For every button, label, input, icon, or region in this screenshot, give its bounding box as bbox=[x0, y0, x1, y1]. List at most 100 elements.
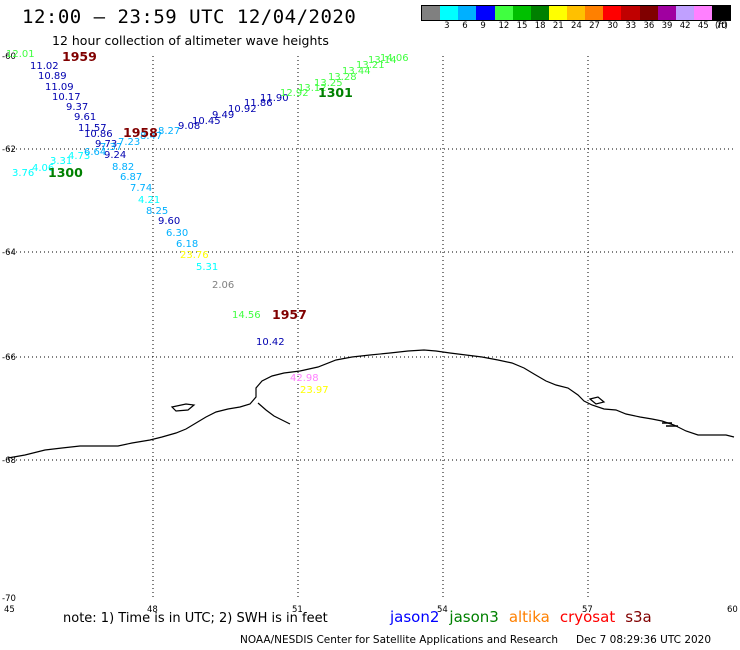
wave-height-label: 13.14 bbox=[368, 55, 397, 66]
wave-height-label: 8.82 bbox=[112, 162, 134, 173]
wave-height-label: 11.90 bbox=[260, 93, 289, 104]
wave-height-label: 9.73 bbox=[95, 139, 117, 150]
credit-line: NOAA/NESDIS Center for Satellite Applica… bbox=[240, 634, 711, 646]
wave-height-label: 12.92 bbox=[280, 88, 309, 99]
legend-label: 30 bbox=[607, 21, 619, 31]
longitude-tick-label: 48 bbox=[147, 605, 158, 615]
pass-time-label: 1300 bbox=[48, 165, 83, 180]
wave-height-label: 8.25 bbox=[146, 206, 168, 217]
longitude-tick-label: 60 bbox=[727, 605, 738, 615]
pass-time-label: 1301 bbox=[318, 85, 353, 100]
wave-height-label: 4.73 bbox=[68, 151, 90, 162]
wave-height-label: 4.21 bbox=[138, 195, 160, 206]
satellite-legend-item: jason3 bbox=[449, 608, 499, 626]
pass-time-label: 1959 bbox=[62, 49, 97, 64]
longitude-tick-label: 45 bbox=[4, 605, 15, 615]
wave-height-label: 7.74 bbox=[130, 183, 152, 194]
legend-swatch bbox=[494, 6, 513, 20]
legend-swatch bbox=[548, 6, 567, 20]
wave-height-label: 3.76 bbox=[12, 168, 34, 179]
wave-height-label: 13.25 bbox=[314, 78, 343, 89]
wave-height-label: 5.31 bbox=[196, 262, 218, 273]
latitude-tick-label: -60 bbox=[2, 52, 16, 62]
legend-swatch bbox=[476, 6, 495, 20]
latitude-tick-label: -62 bbox=[2, 145, 16, 155]
legend-swatch bbox=[567, 6, 586, 20]
pass-time-label: 1958 bbox=[123, 125, 158, 140]
pass-time-label: 1957 bbox=[272, 307, 307, 322]
legend-label: 21 bbox=[552, 21, 564, 31]
legend-unit: (ft) bbox=[715, 21, 728, 31]
legend-swatch bbox=[621, 6, 640, 20]
legend-swatch bbox=[639, 6, 658, 20]
satellite-legend-item: jason2 bbox=[390, 608, 440, 626]
wave-height-label: 7.37 bbox=[100, 142, 122, 153]
latitude-tick-label: -64 bbox=[2, 248, 16, 258]
longitude-tick-label: 51 bbox=[292, 605, 303, 615]
legend-label: 15 bbox=[516, 21, 528, 31]
satellite-legend: jason2 jason3 altika cryosat s3a bbox=[390, 608, 662, 626]
island-outline bbox=[170, 403, 196, 412]
wave-height-label: 9.24 bbox=[104, 150, 126, 161]
coastline bbox=[7, 349, 735, 459]
legend-label: 45 bbox=[697, 21, 709, 31]
pass-time-labels: 1959 1958 1300 1301 1957 bbox=[48, 49, 353, 322]
wave-height-label: 14.06 bbox=[380, 53, 409, 64]
altimeter-tracks: 12.0111.0210.8911.0910.179.379.6111.5710… bbox=[6, 49, 409, 396]
wave-height-label: 13.44 bbox=[342, 66, 371, 77]
wave-height-label: 6.18 bbox=[176, 239, 198, 250]
wave-height-label: 11.09 bbox=[45, 82, 74, 93]
legend-label: 36 bbox=[643, 21, 655, 31]
wave-height-label: 10.89 bbox=[38, 71, 67, 82]
latitude-tick-label: -68 bbox=[2, 456, 16, 466]
wave-height-label: 11.57 bbox=[78, 123, 107, 134]
satellite-legend-item: s3a bbox=[625, 608, 652, 626]
legend-label: 33 bbox=[625, 21, 637, 31]
wave-height-label: 13.12 bbox=[298, 83, 327, 94]
wave-height-label: 6.87 bbox=[120, 172, 142, 183]
wave-height-label: 8.27 bbox=[158, 126, 180, 137]
legend-swatch bbox=[675, 6, 694, 20]
legend-swatch bbox=[603, 6, 622, 20]
legend-label: 27 bbox=[589, 21, 600, 31]
wave-height-label: 9.61 bbox=[74, 112, 96, 123]
legend-label: 12 bbox=[498, 21, 510, 31]
wave-height-label: 23.97 bbox=[300, 385, 329, 396]
satellite-legend-item: altika bbox=[508, 608, 550, 626]
latitude-tick-label: -70 bbox=[2, 594, 16, 604]
wave-height-label: 2.06 bbox=[212, 280, 234, 291]
wave-height-label: 23.76 bbox=[180, 250, 209, 261]
wave-height-label: 9.08 bbox=[178, 121, 200, 132]
island-outline-east bbox=[662, 422, 678, 427]
wave-height-label: 10.42 bbox=[256, 337, 285, 348]
wave-height-label: 10.92 bbox=[228, 104, 257, 115]
wave-height-label: 13.28 bbox=[328, 72, 357, 83]
wave-height-label: 6.30 bbox=[166, 228, 188, 239]
wave-height-label: 13.21 bbox=[356, 60, 385, 71]
wave-height-label: 8.47 bbox=[140, 131, 162, 142]
legend-label: 42 bbox=[679, 21, 691, 31]
longitude-tick-label: 57 bbox=[582, 605, 593, 615]
legend-swatch bbox=[422, 6, 441, 20]
wave-height-label: 42.98 bbox=[290, 373, 319, 384]
legend-label: 39 bbox=[661, 21, 673, 31]
wave-height-label: 4.06 bbox=[32, 163, 54, 174]
legend-swatch bbox=[512, 6, 531, 20]
wave-height-label: 11.86 bbox=[244, 98, 273, 109]
wave-height-label: 9.49 bbox=[212, 110, 234, 121]
legend-label: 9 bbox=[480, 21, 486, 31]
legend-swatch bbox=[440, 6, 459, 20]
legend-swatch bbox=[458, 6, 477, 20]
island-outline-small bbox=[588, 396, 606, 405]
legend-swatch bbox=[693, 6, 712, 20]
legend-label: 6 bbox=[462, 21, 468, 31]
credit-organization: NOAA/NESDIS Center for Satellite Applica… bbox=[240, 634, 558, 646]
wave-height-label: 9.37 bbox=[66, 102, 88, 113]
wave-height-label: 10.86 bbox=[84, 129, 113, 140]
coastline-inlet bbox=[257, 402, 291, 425]
credit-timestamp: Dec 7 08:29:36 UTC 2020 bbox=[576, 634, 712, 646]
legend-swatch bbox=[657, 6, 676, 20]
wave-height-label: 9.60 bbox=[158, 216, 180, 227]
wave-height-label: 3.31 bbox=[50, 156, 72, 167]
